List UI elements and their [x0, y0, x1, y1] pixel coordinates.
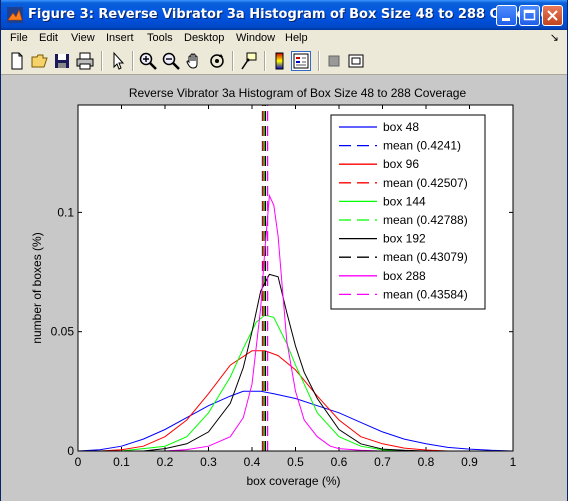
window-title: Figure 3: Reverse Vibrator 3a Histogram … — [28, 7, 559, 22]
minimize-button[interactable] — [496, 5, 517, 26]
x-tick-label: 0.9 — [461, 455, 478, 469]
series-line — [164, 193, 383, 452]
maximize-button[interactable] — [519, 5, 540, 26]
x-axis-label: box coverage (%) — [246, 474, 340, 488]
edit-plot-arrow-icon[interactable] — [108, 51, 128, 71]
rotate-3d-icon[interactable] — [207, 51, 227, 71]
toolbar-separator — [101, 51, 103, 71]
data-cursor-icon[interactable] — [239, 51, 259, 71]
menu-file[interactable]: File — [10, 32, 28, 44]
zoom-out-icon[interactable] — [161, 51, 181, 71]
dock-arrow-icon[interactable]: ↘ — [549, 32, 559, 44]
figure-toolbar — [1, 48, 567, 75]
toolbar-separator — [264, 51, 266, 71]
chart-title: Reverse Vibrator 3a Histogram of Box Siz… — [129, 86, 467, 100]
histogram-chart[interactable]: Reverse Vibrator 3a Histogram of Box Siz… — [1, 75, 567, 501]
legend-box — [330, 114, 486, 310]
save-icon[interactable] — [52, 51, 72, 71]
legend-entry: mean (0.4241) — [383, 139, 461, 153]
y-tick-label: 0.05 — [51, 325, 75, 339]
x-tick-label: 0.7 — [374, 455, 391, 469]
series-line — [99, 350, 448, 452]
legend-entry: mean (0.43584) — [383, 287, 468, 301]
legend: box 48 mean (0.4241) box 96 mean (0.42507) b… — [330, 114, 486, 310]
show-plot-tools-icon[interactable] — [346, 51, 366, 71]
series-line — [143, 273, 427, 452]
menu-insert[interactable]: Insert — [106, 32, 134, 44]
legend-entry: box 192 — [383, 232, 426, 246]
x-tick-label: 0.1 — [113, 455, 130, 469]
close-button[interactable] — [542, 5, 563, 26]
toolbar-separator — [318, 51, 320, 71]
pan-hand-icon[interactable] — [184, 51, 204, 71]
x-tick-label: 0.8 — [418, 455, 435, 469]
menu-view[interactable]: View — [71, 32, 95, 44]
x-tick-label: 0.5 — [287, 455, 304, 469]
print-icon[interactable] — [75, 51, 95, 71]
menu-edit[interactable]: Edit — [39, 32, 58, 44]
legend-entry: box 48 — [383, 120, 419, 134]
legend-entry: box 288 — [383, 269, 426, 283]
menu-window[interactable]: Window — [236, 32, 276, 44]
legend-icon[interactable] — [291, 51, 311, 71]
matlab-logo-icon — [7, 7, 23, 23]
maximize-icon — [523, 9, 536, 21]
figure-canvas: Reverse Vibrator 3a Histogram of Box Siz… — [1, 75, 567, 501]
x-tick-label: 0.4 — [244, 455, 261, 469]
title-bar[interactable]: Figure 3: Reverse Vibrator 3a Histogram … — [1, 0, 567, 30]
new-figure-icon[interactable] — [7, 51, 27, 71]
menu-desktop[interactable]: Desktop — [184, 32, 225, 44]
legend-entry: mean (0.42507) — [383, 176, 468, 190]
axes-box — [77, 104, 514, 452]
legend-entry: mean (0.43079) — [383, 250, 468, 264]
legend-entry: box 144 — [383, 194, 426, 208]
menu-bar: File Edit View Insert Tools Desktop Wind… — [1, 30, 567, 48]
menu-tools[interactable]: Tools — [147, 32, 173, 44]
menu-help[interactable]: Help — [285, 32, 308, 44]
open-file-icon[interactable] — [30, 51, 50, 71]
hide-plot-tools-icon[interactable] — [324, 51, 344, 71]
y-tick-label: 0.1 — [57, 205, 74, 219]
zoom-in-icon[interactable] — [138, 51, 158, 71]
minimize-icon — [502, 18, 510, 21]
x-tick-label: 0.6 — [331, 455, 348, 469]
colorbar-icon[interactable] — [270, 51, 290, 71]
x-tick-label: 1 — [510, 455, 517, 469]
x-tick-label: 0.3 — [200, 455, 217, 469]
x-tick-label: 0 — [75, 455, 82, 469]
toolbar-separator — [232, 51, 234, 71]
toolbar-separator — [132, 51, 134, 71]
close-icon — [547, 10, 558, 21]
legend-entry: box 96 — [383, 157, 419, 171]
legend-entry: mean (0.42788) — [383, 213, 468, 227]
y-axis-label: number of boxes (%) — [30, 232, 44, 343]
series-line — [77, 390, 514, 452]
y-tick-label: 0 — [67, 444, 74, 458]
x-tick-label: 0.2 — [157, 455, 174, 469]
